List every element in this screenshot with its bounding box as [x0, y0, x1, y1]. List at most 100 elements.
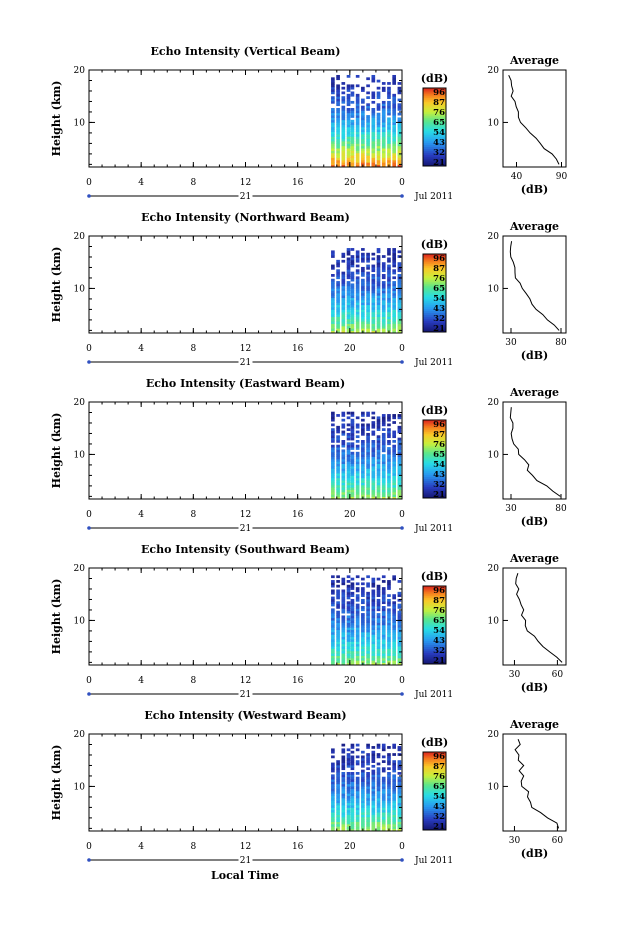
heatmap-cell [397, 285, 402, 289]
heatmap-cell [361, 629, 365, 633]
colorbar-segment [423, 496, 446, 499]
heatmap-cell [392, 743, 397, 747]
x-tick-label: 16 [292, 510, 304, 520]
heatmap-cell [392, 786, 397, 789]
colorbar-segment [423, 101, 446, 105]
heatmap-cell [371, 266, 376, 270]
heatmap-cell [350, 458, 355, 462]
heatmap-cell [350, 491, 355, 495]
heatmap-cell [331, 430, 335, 434]
heatmap-cell [381, 487, 386, 490]
heatmap-cell [392, 774, 397, 778]
heatmap-cell [336, 309, 340, 313]
heatmap-cell [392, 271, 397, 275]
heatmap-cell [397, 613, 402, 616]
heatmap-cell [371, 297, 376, 301]
colorbar-segment [423, 296, 446, 300]
heatmap-cell [346, 596, 351, 600]
x-tick-label: 0 [86, 344, 92, 354]
heatmap-cell [392, 321, 397, 324]
heatmap-cell [331, 629, 335, 633]
heatmap-cell [331, 608, 335, 612]
heatmap-cell [341, 82, 346, 85]
heatmap-cell [381, 105, 386, 109]
heatmap-cell [381, 89, 386, 92]
heatmap-cell [361, 643, 365, 647]
heatmap-cell [336, 159, 340, 163]
heatmap-cell [366, 278, 370, 282]
heatmap-cell [346, 788, 351, 792]
heatmap-cell [331, 641, 335, 645]
heatmap-cell [392, 489, 397, 493]
heatmap-cell [387, 435, 391, 439]
heatmap-cell [381, 274, 386, 277]
heatmap-cell [350, 755, 355, 759]
heatmap-cell [371, 653, 376, 656]
heatmap-cell [397, 660, 402, 664]
heatmap-cell [371, 93, 376, 97]
heatmap-cell [371, 159, 376, 163]
heatmap-cell [361, 660, 365, 664]
heatmap-cell [392, 444, 397, 448]
heatmap-cell [341, 617, 346, 621]
heatmap-cell [381, 428, 386, 431]
colorbar-tick: 54 [433, 460, 445, 470]
heatmap-cell [350, 639, 355, 642]
heatmap-cell [392, 276, 397, 280]
heatmap-cell [346, 330, 351, 334]
heatmap-cell [350, 793, 355, 797]
heatmap-cell [361, 266, 365, 270]
heatmap-cell [371, 442, 376, 446]
heatmap-cell [331, 631, 335, 635]
heatmap-cell [381, 601, 386, 605]
heatmap-cell [387, 772, 391, 775]
colorbar-segment [423, 318, 446, 321]
heatmap-cell [381, 788, 386, 792]
avg-y-tick-label: 20 [488, 730, 500, 740]
y-axis-label: Height (km) [50, 247, 63, 323]
heatmap-cell [341, 418, 346, 422]
heatmap-cell [336, 299, 340, 303]
heatmap-cell [381, 437, 386, 441]
colorbar-segment [423, 767, 446, 771]
heatmap-cell [387, 601, 391, 605]
x-tick-label: 4 [138, 510, 144, 520]
colorbar-segment [423, 800, 446, 804]
heatmap-cell [346, 812, 351, 815]
heatmap-cell [366, 274, 370, 277]
heatmap-cell [346, 653, 351, 656]
heatmap-cell [376, 145, 381, 149]
heatmap-cell [341, 620, 346, 623]
heatmap-cell [387, 250, 391, 254]
heatmap-cell [336, 620, 340, 623]
colorbar-segment [423, 654, 446, 657]
heatmap-cell [336, 477, 340, 481]
heatmap-cell [381, 795, 386, 799]
heatmap-cell [392, 157, 397, 161]
heatmap-cell [381, 321, 386, 324]
heatmap-cell [350, 762, 355, 766]
heatmap-cell [331, 323, 335, 327]
heatmap-cell [355, 613, 360, 616]
colorbar-segment [423, 267, 446, 271]
heatmap-cell [381, 496, 386, 500]
colorbar-segment [423, 484, 446, 487]
x-tick-label: 20 [344, 676, 356, 686]
colorbar-unit: (dB) [421, 570, 448, 583]
heatmap-cell [387, 288, 391, 291]
heatmap-cell [350, 278, 355, 282]
heatmap-cell [361, 89, 365, 92]
heatmap-cell [361, 494, 365, 498]
heatmap-cell [371, 598, 376, 602]
heatmap-cell [336, 456, 340, 460]
heatmap-cell [381, 494, 386, 498]
heatmap-cell [361, 425, 365, 429]
heatmap-cell [366, 309, 370, 313]
heatmap-cell [361, 318, 365, 322]
heatmap-cell [346, 86, 351, 90]
heatmap-cell [331, 461, 335, 465]
heatmap-cell [387, 646, 391, 649]
heatmap-cell [392, 776, 397, 780]
heatmap-cell [341, 164, 346, 168]
heatmap-cell [361, 809, 365, 813]
